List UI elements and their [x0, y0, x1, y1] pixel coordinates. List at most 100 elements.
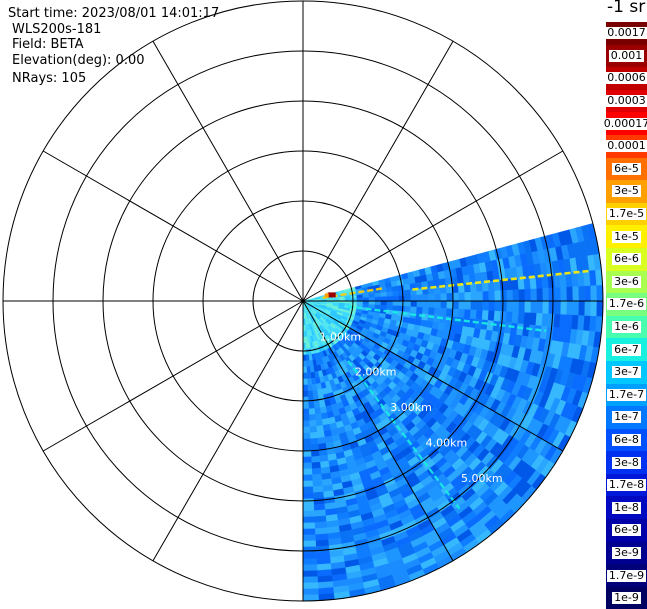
data-cell: [303, 367, 307, 373]
colorbar-tick-label: 3e-5: [612, 185, 641, 197]
data-cell: [311, 456, 320, 463]
data-cell: [303, 517, 315, 523]
data-cell: [453, 301, 459, 309]
data-cell: [554, 274, 561, 288]
colorbar-segment: 0.0006: [606, 67, 647, 90]
data-cell: [317, 431, 325, 438]
colorbar-tick-label: 1e-5: [612, 231, 641, 243]
data-cell: [303, 379, 307, 385]
data-cell: [440, 308, 447, 316]
data-cell: [507, 290, 513, 301]
data-cell: [554, 314, 561, 328]
data-cell: [307, 373, 311, 379]
data-cell: [381, 297, 387, 301]
data-cell: [393, 306, 399, 311]
data-cell: [309, 420, 316, 427]
data-cell: [524, 313, 531, 325]
data-cell: [312, 480, 322, 487]
colorbar-tick-label: 3e-8: [612, 457, 641, 469]
data-cell: [459, 293, 465, 302]
data-cell: [314, 510, 326, 517]
data-cell: [464, 310, 471, 319]
data-cell: [311, 378, 316, 385]
data-cell: [405, 295, 411, 301]
data-cell: [393, 296, 399, 301]
colorbar-tick-label: 6e-5: [612, 163, 641, 175]
colorbar-tick-label: 1.7e-9: [607, 570, 646, 582]
data-cell: [308, 402, 314, 409]
data-cell: [313, 396, 319, 403]
data-cell: [310, 426, 317, 433]
data-cell: [597, 285, 603, 301]
data-cell: [303, 499, 314, 505]
data-cell: [303, 469, 312, 475]
data-cell: [422, 307, 429, 314]
colorbar-segment: 6e-6: [606, 248, 647, 271]
data-cell: [549, 288, 555, 301]
data-cell: [303, 397, 308, 403]
data-cell: [392, 286, 399, 292]
nrays-label: NRays: 105: [12, 71, 86, 86]
data-cell: [308, 397, 314, 403]
data-cell: [303, 445, 311, 451]
data-cell: [316, 425, 323, 432]
data-cell: [471, 301, 477, 310]
data-cell: [393, 291, 399, 296]
data-cell: [531, 289, 537, 301]
data-cell: [525, 301, 531, 313]
data-cell: [314, 402, 320, 409]
data-cell: [555, 301, 561, 315]
data-cell: [435, 301, 441, 308]
colorbar-tick-label: 1.7e-7: [607, 389, 646, 401]
data-cell: [310, 432, 318, 439]
colorbar-segment: 1.7e-7: [606, 384, 647, 407]
data-cell: [307, 385, 312, 391]
data-cell: [303, 583, 318, 589]
data-cell: [369, 301, 375, 305]
data-cell: [531, 301, 537, 313]
elevation-label: Elevation(deg): 0.00: [12, 53, 145, 68]
data-cell: [423, 294, 429, 301]
range-ring-label: 2.00km: [355, 366, 397, 379]
data-cell: [309, 414, 316, 420]
range-ring-label: 4.00km: [426, 436, 468, 449]
data-cell: [585, 301, 591, 316]
colorbar-segment: 0.00017: [606, 112, 647, 135]
data-cell: [512, 312, 519, 324]
colorbar-tick-label: 6e-7: [612, 344, 641, 356]
data-cell: [357, 295, 363, 299]
data-cell: [303, 565, 317, 571]
instrument-label: WLS200s-181: [12, 22, 101, 37]
data-cell: [483, 291, 489, 301]
data-cell: [434, 308, 441, 316]
data-cell: [317, 558, 331, 565]
data-cell: [465, 301, 471, 310]
data-cell: [488, 311, 495, 321]
data-cell: [404, 306, 411, 312]
data-cell: [316, 540, 329, 547]
data-cell: [417, 301, 423, 307]
data-cell: [542, 314, 549, 327]
data-cell: [561, 287, 567, 301]
colorbar-segment: 1e-5: [606, 225, 647, 248]
data-cell: [303, 415, 309, 421]
data-cell: [393, 301, 399, 306]
colorbar-segment: 1.7e-5: [606, 203, 647, 226]
colorbar-segment: 3e-5: [606, 180, 647, 203]
colorbar-tick-label: 0.00017: [602, 118, 647, 130]
colorbar-tick-label: 1e-6: [612, 321, 641, 333]
colorbar-tick-label: 3e-7: [612, 366, 641, 378]
colorbar-segment: 6e-7: [606, 338, 647, 361]
colorbar-segment: 3e-9: [606, 542, 647, 565]
data-cell: [447, 301, 453, 309]
data-cell: [482, 310, 489, 320]
data-cell: [519, 301, 525, 313]
data-cell: [429, 294, 435, 301]
azimuth-spoke: [153, 301, 303, 561]
data-cell: [405, 301, 411, 307]
data-cell: [313, 498, 324, 505]
data-cell: [307, 379, 312, 385]
data-cell: [579, 286, 585, 301]
data-cell: [477, 292, 483, 301]
colorbar-segment: 1.7e-6: [606, 293, 647, 316]
